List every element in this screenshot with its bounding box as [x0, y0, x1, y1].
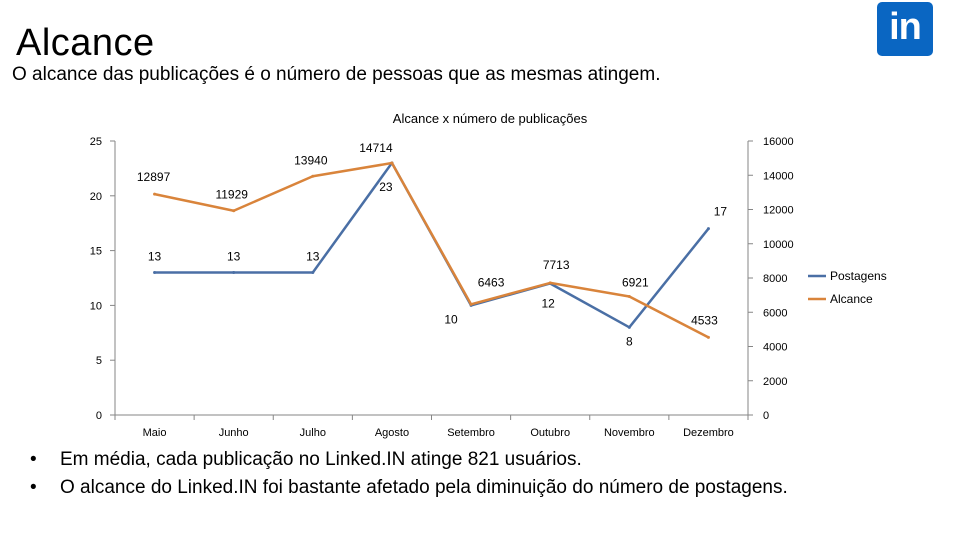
data-point: [311, 271, 315, 275]
right-axis-tick-label: 10000: [763, 239, 794, 251]
x-axis-tick-label: Novembro: [604, 427, 655, 439]
data-label: 10: [444, 312, 458, 326]
slide-title: Alcance: [16, 22, 155, 64]
data-point: [390, 161, 394, 165]
left-axis-tick-label: 10: [90, 300, 102, 312]
right-axis-tick-label: 14000: [763, 170, 794, 182]
data-point: [232, 271, 236, 275]
bullet-text: O alcance do Linked.IN foi bastante afet…: [60, 477, 788, 498]
data-label: 17: [714, 205, 728, 219]
data-label: 13: [227, 250, 241, 264]
data-point: [627, 294, 631, 298]
linkedin-logo-text: in: [889, 6, 922, 48]
data-point: [706, 335, 710, 339]
chart-data-labels: 13 13 13 23 10 12 8 17 12897 11929 13940 14714 6463 7…: [137, 141, 728, 348]
data-point: [153, 271, 157, 275]
x-axis-tick-label: Setembro: [447, 427, 495, 439]
data-label: 13940: [294, 153, 328, 167]
bullet-item: • Em média, cada publicação no Linked.IN…: [30, 446, 788, 474]
data-label: 6921: [622, 275, 649, 289]
right-axis-tick-label: 12000: [763, 205, 794, 217]
right-axis-tick-label: 0: [763, 410, 769, 422]
data-point: [153, 192, 157, 196]
legend-label: Postagens: [830, 269, 887, 283]
data-point: [311, 174, 315, 178]
right-axis-tick-label: 4000: [763, 342, 787, 354]
legend-label: Alcance: [830, 292, 873, 306]
left-axis-tick-label: 5: [96, 355, 102, 367]
x-axis-tick-label: Julho: [300, 427, 326, 439]
left-axis-tick-label: 15: [90, 246, 102, 258]
bullet-list: • Em média, cada publicação no Linked.IN…: [30, 446, 788, 502]
slide-subtitle: O alcance das publicações é o número de …: [12, 64, 661, 85]
x-axis-tick-label: Dezembro: [683, 427, 734, 439]
data-point: [232, 209, 236, 213]
right-axis-tick-label: 2000: [763, 376, 787, 388]
left-axis-tick-label: 0: [96, 410, 102, 422]
data-label: 11929: [215, 188, 248, 202]
chart-legend: Postagens Alcance: [808, 269, 887, 306]
right-axis-tick-label: 16000: [763, 136, 794, 148]
data-point: [627, 325, 631, 329]
chart-axes: 0 5 10 15 20 25 0 2000 4000 6000 8000 10000 12000 140…: [90, 136, 794, 439]
chart-title: Alcance x número de publicações: [393, 111, 588, 126]
left-axis-tick-label: 20: [90, 191, 102, 203]
left-axis-tick-label: 25: [90, 136, 102, 148]
data-label: 6463: [478, 275, 505, 289]
bullet-item: • O alcance do Linked.IN foi bastante af…: [30, 474, 788, 502]
data-point: [548, 281, 552, 285]
data-label: 7713: [543, 258, 570, 272]
data-label: 13: [306, 250, 320, 264]
x-axis-tick-label: Junho: [219, 427, 249, 439]
x-axis-tick-label: Outubro: [530, 427, 570, 439]
data-label: 23: [379, 180, 393, 194]
bullet-dot: •: [30, 477, 37, 498]
data-label: 4533: [691, 313, 718, 327]
bullet-dot: •: [30, 449, 37, 470]
data-point: [706, 227, 710, 231]
bullet-text: Em média, cada publicação no Linked.IN a…: [60, 449, 582, 470]
data-label: 12: [542, 296, 556, 310]
data-point: [469, 302, 473, 306]
linkedin-logo-icon: in: [877, 2, 933, 56]
data-label: 12897: [137, 170, 171, 184]
right-axis-tick-label: 8000: [763, 273, 787, 285]
right-axis-tick-label: 6000: [763, 307, 787, 319]
data-label: 14714: [359, 141, 393, 155]
series-line-alcance: [154, 161, 710, 339]
chart-series: [153, 161, 710, 339]
x-axis-tick-label: Agosto: [375, 427, 409, 439]
data-label: 8: [626, 334, 633, 348]
data-label: 13: [148, 250, 162, 264]
x-axis-tick-label: Maio: [143, 427, 167, 439]
